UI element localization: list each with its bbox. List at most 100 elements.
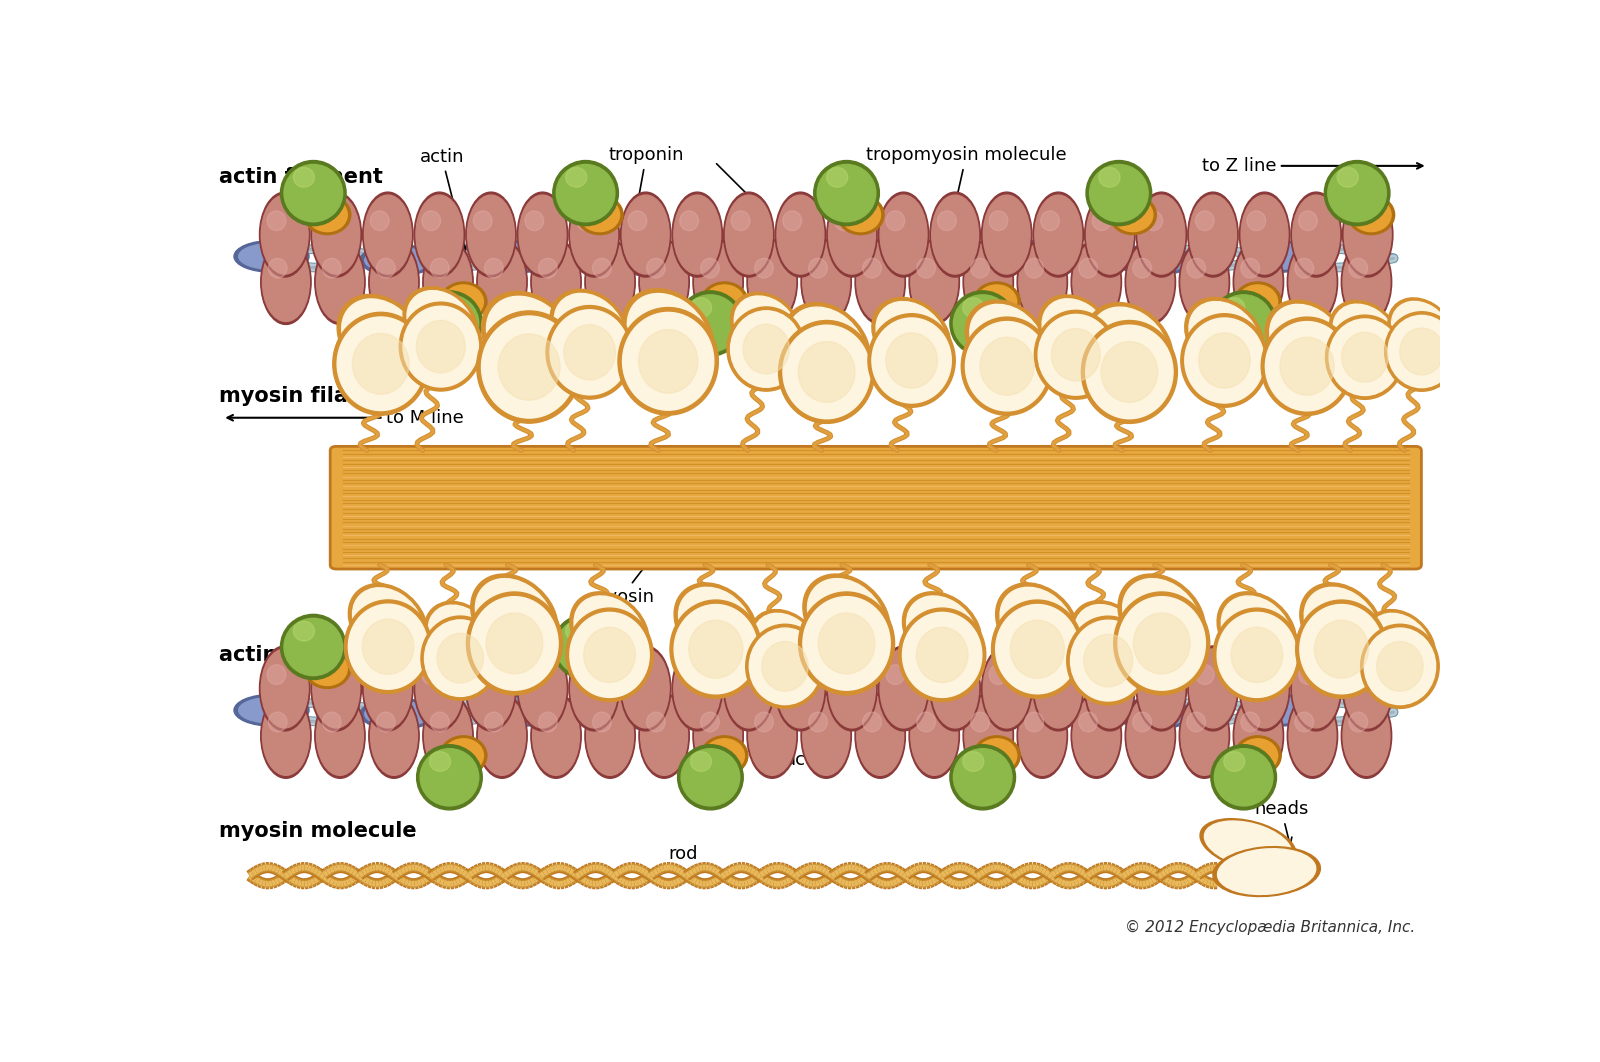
Ellipse shape — [862, 713, 882, 732]
Ellipse shape — [818, 613, 875, 673]
Ellipse shape — [429, 752, 451, 771]
Ellipse shape — [1387, 297, 1456, 365]
Ellipse shape — [1126, 697, 1174, 775]
Ellipse shape — [1290, 242, 1336, 322]
Ellipse shape — [989, 211, 1008, 230]
Ellipse shape — [368, 240, 419, 324]
Ellipse shape — [238, 243, 304, 270]
Ellipse shape — [283, 618, 342, 675]
Ellipse shape — [1195, 665, 1214, 685]
Ellipse shape — [930, 192, 981, 277]
Ellipse shape — [1106, 323, 1152, 369]
Ellipse shape — [680, 665, 699, 685]
Ellipse shape — [1136, 192, 1187, 277]
Ellipse shape — [627, 293, 709, 375]
Ellipse shape — [1299, 211, 1317, 230]
Ellipse shape — [762, 641, 808, 691]
Ellipse shape — [965, 697, 1011, 775]
Ellipse shape — [366, 602, 410, 644]
Ellipse shape — [1038, 295, 1114, 370]
Ellipse shape — [1288, 240, 1338, 324]
Ellipse shape — [363, 192, 413, 277]
Ellipse shape — [362, 619, 414, 674]
Ellipse shape — [1290, 697, 1336, 775]
Ellipse shape — [827, 168, 848, 187]
Ellipse shape — [1235, 242, 1282, 322]
Ellipse shape — [1235, 697, 1282, 775]
Ellipse shape — [1078, 713, 1098, 732]
Ellipse shape — [1070, 620, 1146, 701]
Ellipse shape — [315, 693, 365, 778]
Ellipse shape — [429, 297, 451, 318]
Ellipse shape — [269, 713, 286, 732]
Ellipse shape — [478, 242, 525, 322]
Ellipse shape — [1392, 302, 1451, 361]
Ellipse shape — [1235, 611, 1278, 652]
Ellipse shape — [403, 306, 478, 387]
Ellipse shape — [808, 713, 827, 732]
Ellipse shape — [818, 165, 875, 222]
Ellipse shape — [1224, 752, 1245, 771]
Ellipse shape — [622, 312, 714, 410]
Ellipse shape — [267, 665, 286, 685]
Ellipse shape — [621, 646, 670, 731]
Ellipse shape — [1325, 615, 1390, 680]
Ellipse shape — [798, 342, 854, 402]
Ellipse shape — [422, 693, 474, 778]
Ellipse shape — [618, 247, 683, 273]
Ellipse shape — [486, 296, 571, 381]
Ellipse shape — [504, 313, 554, 364]
Ellipse shape — [440, 736, 486, 775]
Ellipse shape — [978, 739, 1016, 772]
Ellipse shape — [787, 307, 866, 384]
Ellipse shape — [525, 211, 544, 230]
Ellipse shape — [1099, 621, 1120, 641]
Ellipse shape — [1330, 301, 1400, 372]
Ellipse shape — [1349, 713, 1368, 732]
Ellipse shape — [1024, 713, 1043, 732]
Ellipse shape — [517, 646, 568, 731]
Ellipse shape — [782, 303, 870, 390]
Ellipse shape — [622, 289, 714, 380]
Ellipse shape — [1070, 693, 1122, 778]
Ellipse shape — [424, 601, 496, 672]
Ellipse shape — [1114, 652, 1154, 685]
Ellipse shape — [474, 665, 493, 685]
Ellipse shape — [738, 695, 813, 726]
Ellipse shape — [554, 293, 626, 364]
Ellipse shape — [726, 307, 805, 391]
Ellipse shape — [1133, 713, 1152, 732]
Ellipse shape — [470, 575, 558, 661]
Ellipse shape — [587, 242, 634, 322]
Ellipse shape — [1082, 321, 1178, 424]
Text: actin: actin — [419, 148, 467, 250]
Ellipse shape — [238, 698, 304, 723]
Ellipse shape — [1018, 693, 1067, 778]
Ellipse shape — [570, 613, 650, 698]
Ellipse shape — [1213, 846, 1320, 896]
Ellipse shape — [566, 168, 587, 187]
Ellipse shape — [1338, 621, 1358, 641]
Ellipse shape — [421, 305, 461, 344]
Ellipse shape — [1179, 240, 1230, 324]
Ellipse shape — [747, 309, 786, 346]
Ellipse shape — [589, 611, 630, 652]
Ellipse shape — [416, 744, 482, 810]
Ellipse shape — [293, 621, 315, 641]
Ellipse shape — [782, 665, 802, 685]
Ellipse shape — [1242, 195, 1288, 274]
Ellipse shape — [742, 324, 789, 374]
Ellipse shape — [352, 587, 424, 658]
Ellipse shape — [701, 736, 747, 775]
Ellipse shape — [342, 298, 419, 377]
Ellipse shape — [749, 628, 821, 704]
Ellipse shape — [1040, 665, 1059, 685]
Ellipse shape — [1144, 665, 1163, 685]
Ellipse shape — [1365, 610, 1435, 681]
Ellipse shape — [738, 241, 813, 272]
Ellipse shape — [1266, 299, 1349, 383]
Ellipse shape — [1086, 649, 1133, 727]
Ellipse shape — [414, 192, 464, 277]
Ellipse shape — [322, 258, 341, 278]
Ellipse shape — [1187, 713, 1205, 732]
